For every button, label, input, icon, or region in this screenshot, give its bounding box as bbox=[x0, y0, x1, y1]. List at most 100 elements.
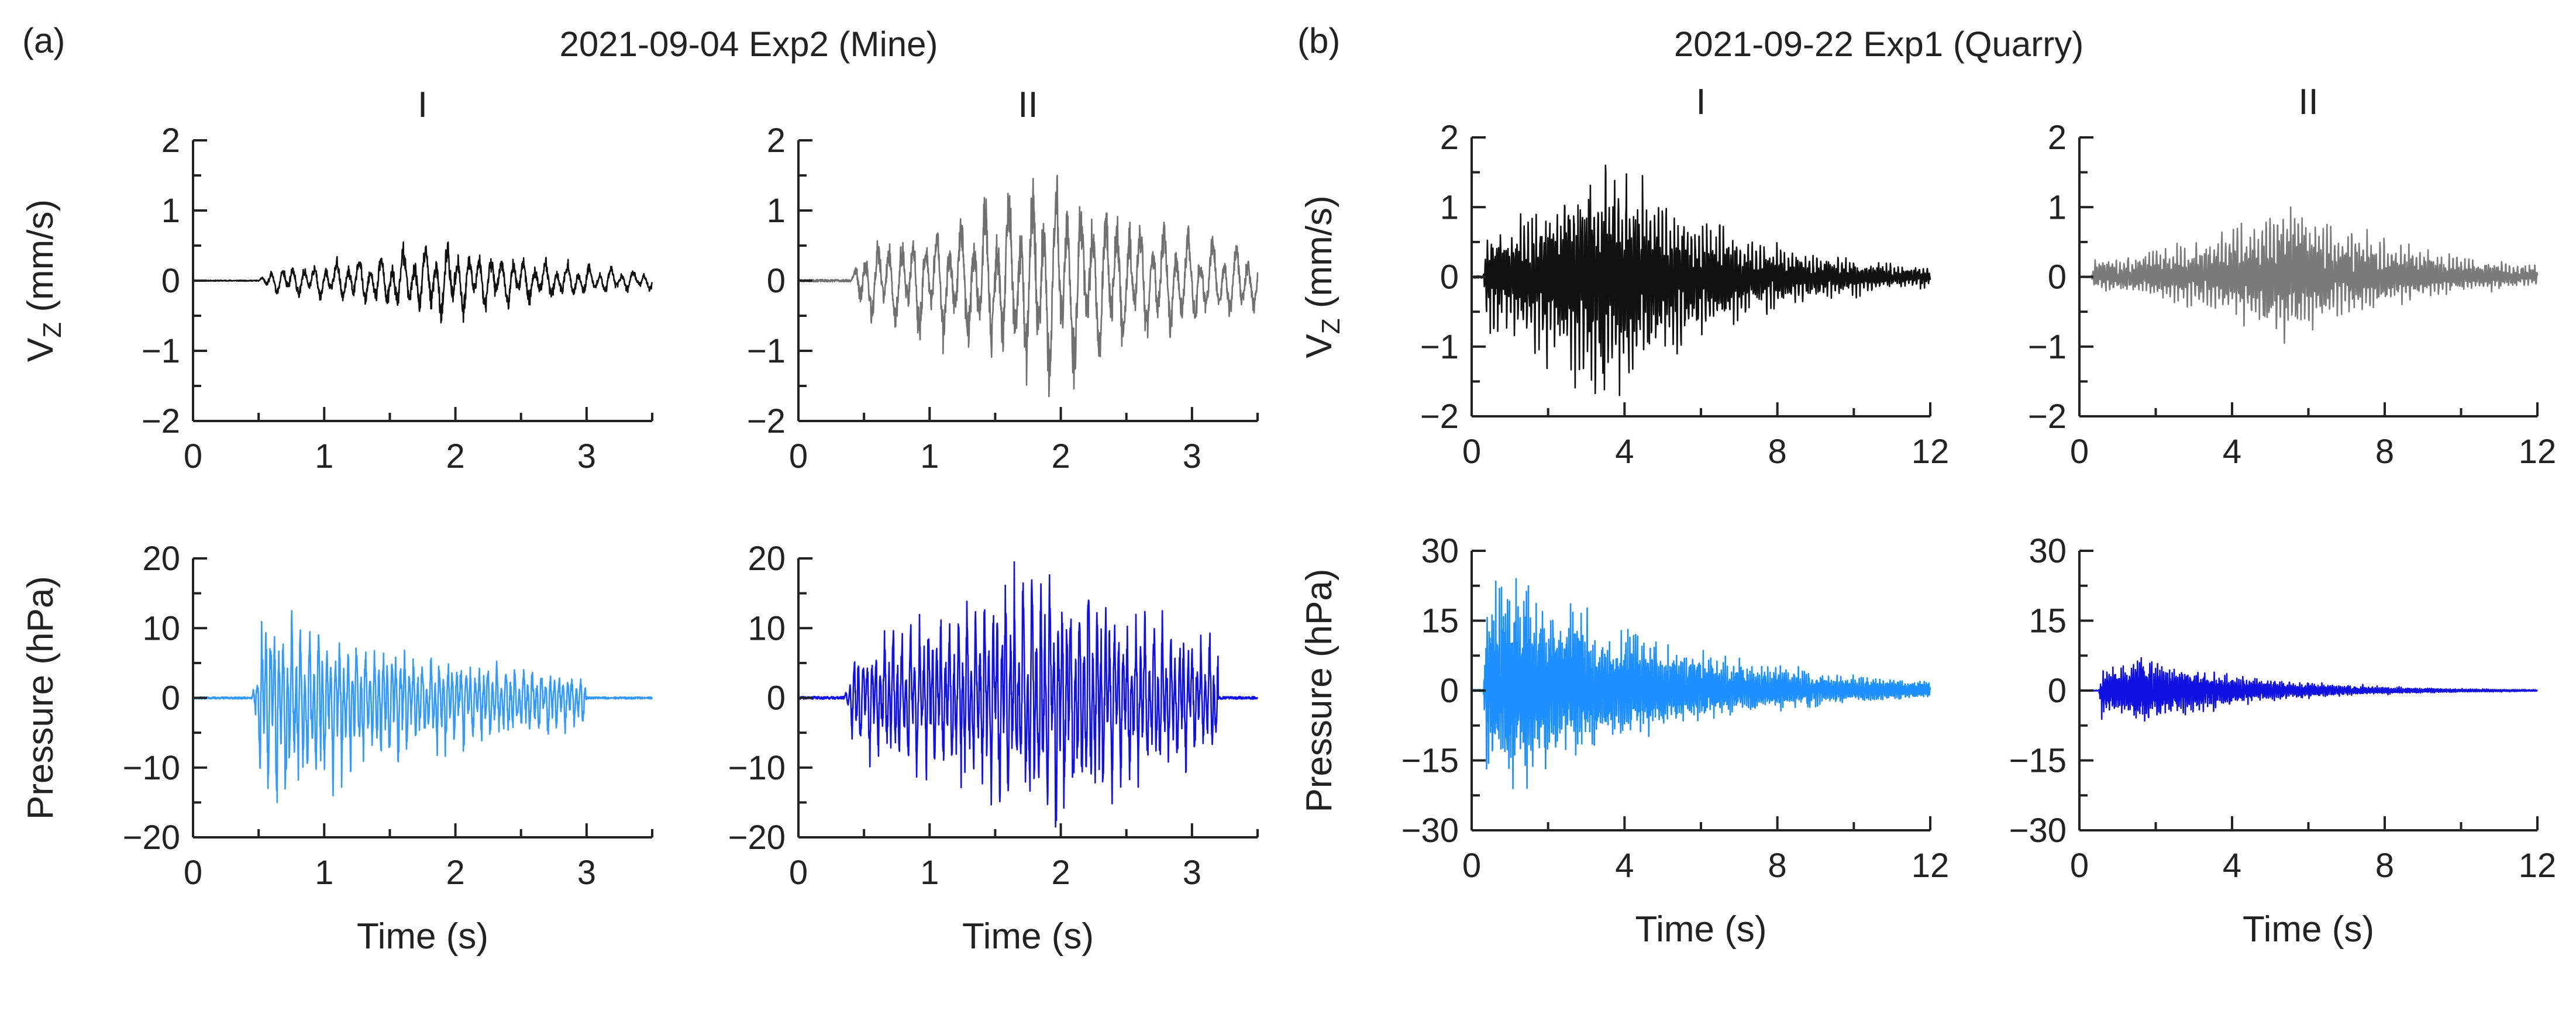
y-tick-label-a-vz-I: −2 bbox=[142, 402, 180, 440]
column-title-a-vz-II: II bbox=[1018, 85, 1038, 125]
y-tick-label-b-p-I: 30 bbox=[1421, 532, 1459, 570]
y-tick-label-a-vz-II: 2 bbox=[767, 122, 786, 160]
y-tick-label-a-vz-I: −1 bbox=[142, 332, 180, 370]
waveform-a-p-II bbox=[797, 561, 1258, 828]
y-tick-label-b-p-II: −15 bbox=[2009, 742, 2067, 780]
x-tick-label-b-vz-I: 0 bbox=[1462, 433, 1481, 471]
column-title-a-vz-I: I bbox=[418, 85, 428, 125]
x-tick-label-a-p-II: 2 bbox=[1051, 854, 1070, 892]
y-tick-label-a-p-II: −10 bbox=[728, 749, 786, 787]
y-tick-label-a-p-I: −20 bbox=[123, 819, 180, 857]
subplot-a-p-I: −20 −10 0 10 20 0 1 2 3 Time (s) Pressure (hPa) bbox=[20, 540, 653, 957]
waveform-a-vz-I bbox=[192, 241, 653, 324]
y-tick-label-a-vz-I: 2 bbox=[161, 122, 180, 160]
x-tick-label-b-vz-II: 4 bbox=[2223, 433, 2241, 471]
x-tick-label-a-p-I: 3 bbox=[577, 854, 596, 892]
y-tick-label-a-p-I: 10 bbox=[142, 609, 180, 647]
subplot-a-vz-II: −2 −1 0 1 2 0 1 2 3 II bbox=[747, 85, 1259, 475]
y-tick-label-b-p-I: 0 bbox=[1440, 672, 1459, 710]
x-tick-label-b-p-II: 4 bbox=[2223, 847, 2241, 885]
y-tick-label-a-p-I: −10 bbox=[123, 749, 180, 787]
y-tick-label-a-vz-II: 0 bbox=[767, 262, 786, 300]
x-tick-label-b-vz-II: 0 bbox=[2070, 433, 2089, 471]
y-tick-label-a-vz-II: −1 bbox=[747, 332, 786, 370]
x-tick-label-a-p-I: 0 bbox=[184, 854, 202, 892]
y-tick-label-a-p-I: 20 bbox=[142, 540, 180, 578]
subplot-a-p-II: −20 −10 0 10 20 0 1 2 3 Time (s) bbox=[728, 540, 1259, 957]
waveform-b-p-II bbox=[2079, 657, 2538, 722]
x-tick-label-a-vz-II: 2 bbox=[1051, 437, 1070, 475]
x-tick-label-a-vz-II: 1 bbox=[920, 437, 939, 475]
y-tick-label-a-p-I: 0 bbox=[161, 679, 180, 717]
panel-a-title: 2021-09-04 Exp2 (Mine) bbox=[559, 25, 938, 64]
y-tick-label-b-p-I: 15 bbox=[1421, 602, 1459, 640]
x-tick-label-b-vz-I: 8 bbox=[1768, 433, 1787, 471]
x-tick-label-b-vz-I: 4 bbox=[1615, 433, 1634, 471]
x-tick-label-b-p-II: 8 bbox=[2375, 847, 2394, 885]
x-tick-label-a-p-I: 1 bbox=[315, 854, 333, 892]
y-tick-label-b-vz-I: −2 bbox=[1420, 398, 1459, 436]
y-tick-label-a-p-II: 0 bbox=[767, 679, 786, 717]
x-tick-label-a-p-II: 3 bbox=[1183, 854, 1201, 892]
panel-a-label: (a) bbox=[22, 21, 65, 60]
column-title-b-vz-I: I bbox=[1696, 82, 1706, 122]
x-tick-label-a-vz-I: 0 bbox=[184, 437, 202, 475]
y-tick-label-b-p-II: 30 bbox=[2029, 532, 2067, 570]
y-tick-label-a-p-II: 10 bbox=[748, 609, 786, 647]
waveform-b-vz-II bbox=[2079, 206, 2539, 344]
y-tick-label-b-vz-II: −1 bbox=[2028, 328, 2067, 366]
x-tick-label-b-p-I: 12 bbox=[1912, 847, 1950, 885]
panel-b-title: 2021-09-22 Exp1 (Quarry) bbox=[1674, 25, 2083, 64]
x-tick-label-a-vz-II: 0 bbox=[789, 437, 808, 475]
y-tick-label-b-vz-I: 1 bbox=[1440, 188, 1459, 226]
waveform-a-vz-II bbox=[798, 174, 1259, 398]
y-tick-label-b-vz-I: −1 bbox=[1420, 328, 1459, 366]
x-tick-label-a-vz-I: 2 bbox=[446, 437, 464, 475]
waveform-b-p-I bbox=[1470, 578, 1931, 789]
x-axis-title-a-p-I: Time (s) bbox=[357, 916, 488, 957]
waveform-a-p-I bbox=[192, 610, 653, 803]
y-tick-label-a-vz-II: −2 bbox=[747, 402, 786, 440]
x-tick-label-b-p-I: 0 bbox=[1462, 847, 1481, 885]
subplot-a-vz-I: −2 −1 0 1 2 0 1 2 3 I VZ (mm/s) bbox=[20, 85, 653, 475]
y-axis-title-a-p-I: Pressure (hPa) bbox=[20, 576, 61, 820]
column-title-b-vz-II: II bbox=[2298, 82, 2318, 122]
x-tick-label-b-vz-I: 12 bbox=[1912, 433, 1950, 471]
y-tick-label-b-vz-II: 1 bbox=[2048, 188, 2067, 226]
y-tick-label-b-vz-II: −2 bbox=[2028, 398, 2067, 436]
x-tick-label-b-p-II: 12 bbox=[2519, 847, 2557, 885]
y-tick-label-a-p-II: 20 bbox=[748, 540, 786, 578]
x-axis-title-b-p-I: Time (s) bbox=[1635, 909, 1767, 950]
y-tick-label-a-vz-II: 1 bbox=[767, 192, 786, 230]
y-tick-label-b-vz-I: 0 bbox=[1440, 258, 1459, 296]
x-tick-label-b-vz-II: 8 bbox=[2375, 433, 2394, 471]
x-tick-label-b-p-I: 4 bbox=[1615, 847, 1634, 885]
waveform-b-vz-I bbox=[1470, 164, 1931, 396]
x-axis-title-b-p-II: Time (s) bbox=[2243, 909, 2374, 950]
subplot-b-p-II: −30 −15 0 15 30 0 4 8 12 Time (s) bbox=[2009, 532, 2557, 950]
y-axis-title-a-vz-I: VZ (mm/s) bbox=[20, 199, 67, 362]
x-tick-label-b-vz-II: 12 bbox=[2519, 433, 2557, 471]
y-tick-label-b-vz-II: 2 bbox=[2048, 119, 2067, 157]
panel-b-label: (b) bbox=[1297, 21, 1340, 60]
y-tick-label-b-p-II: −30 bbox=[2009, 812, 2067, 850]
y-tick-label-b-p-I: −30 bbox=[1401, 812, 1459, 850]
y-tick-label-b-p-I: −15 bbox=[1401, 742, 1459, 780]
x-tick-label-a-vz-II: 3 bbox=[1183, 437, 1201, 475]
x-tick-label-a-p-II: 1 bbox=[920, 854, 939, 892]
y-tick-label-b-p-II: 0 bbox=[2048, 672, 2067, 710]
x-tick-label-a-vz-I: 1 bbox=[315, 437, 333, 475]
x-tick-label-a-p-II: 0 bbox=[789, 854, 808, 892]
x-tick-label-b-p-II: 0 bbox=[2070, 847, 2089, 885]
x-tick-label-b-p-I: 8 bbox=[1768, 847, 1787, 885]
y-tick-label-a-vz-I: 1 bbox=[161, 192, 180, 230]
y-axis-title-b-p-I: Pressure (hPa) bbox=[1299, 569, 1339, 813]
y-tick-label-a-vz-I: 0 bbox=[161, 262, 180, 300]
y-tick-label-b-vz-II: 0 bbox=[2048, 258, 2067, 296]
y-axis-title-b-vz-I: VZ (mm/s) bbox=[1299, 195, 1345, 358]
subplot-b-p-I: −30 −15 0 15 30 0 4 8 12 Time (s) Pressure (hPa) bbox=[1299, 532, 1949, 950]
